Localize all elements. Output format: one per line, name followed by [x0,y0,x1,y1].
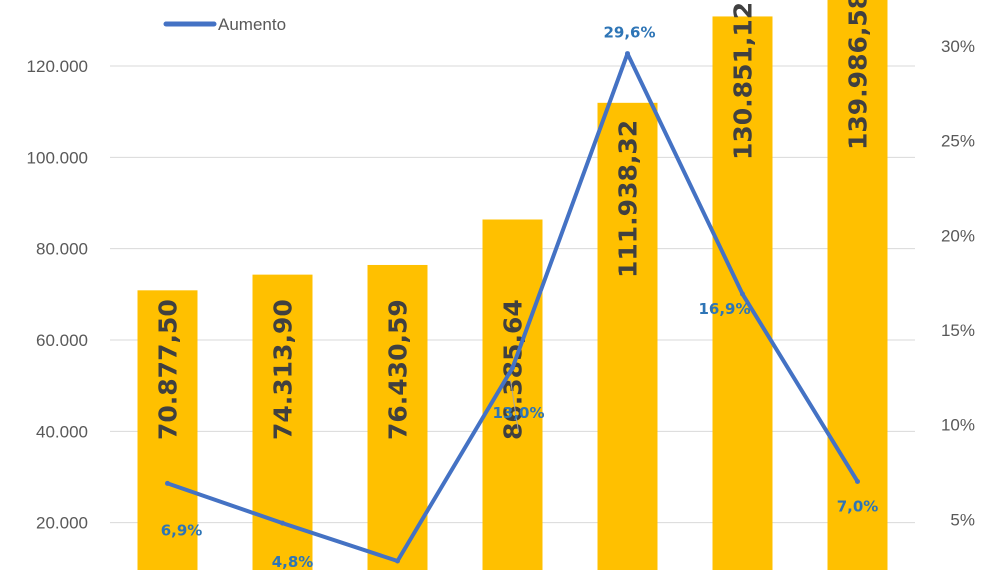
right-tick-label-5: 30% [941,37,975,56]
legend-label-aumento: Aumento [218,15,286,34]
bar-6 [827,0,888,570]
right-tick-label-0: 5% [950,510,975,529]
left-tick-label-3: 80.000 [36,240,88,259]
bar-value-label-0: 70.877,50 [154,299,183,440]
left-tick-label-4: 100.000 [27,148,88,167]
bar-2 [367,264,428,570]
pct-label-3: 13,0% [492,404,544,422]
pct-label-1: 4,8% [272,553,314,570]
legend: Aumento [163,15,286,34]
bar-series: 70.877,5074.313,9076.430,5986.385,64111.… [137,0,888,570]
line-series: 6,9% 4,8% 13,0% 29,6% 16,9% 7,0% [161,24,879,570]
bar-value-label-1: 74.313,90 [269,299,298,440]
right-tick-label-3: 20% [941,226,975,245]
left-tick-label-1: 40.000 [36,422,88,441]
left-tick-label-0: 20.000 [36,514,88,533]
bar-value-label-2: 76.430,59 [384,299,413,440]
line-point-2 [395,558,400,564]
bar-value-label-4: 111.938,32 [614,120,643,278]
bar-value-label-6: 139.986,58 [844,0,873,150]
right-tick-label-2: 15% [941,321,975,340]
leader-line [510,379,519,433]
bar-0 [137,290,198,570]
pct-label-5: 16,9% [698,300,750,318]
pct-label-4: 29,6% [603,24,655,42]
line-point-5 [740,291,745,297]
bar-4 [597,102,658,570]
right-axis: 5% 10% 15% 20% 25% 30% [941,37,975,529]
pct-label-0: 6,9% [161,521,203,539]
bar-value-label-5: 130.851,12 [729,2,758,160]
line-point-1 [280,520,285,526]
pct-label-6: 7,0% [837,497,879,515]
right-tick-label-1: 10% [941,416,975,435]
right-tick-label-4: 25% [941,132,975,151]
line-point-6 [855,478,860,484]
line-point-0 [165,480,170,486]
line-point-4 [625,51,630,57]
line-point-3 [510,365,515,371]
left-tick-label-2: 60.000 [36,331,88,350]
left-tick-label-5: 120.000 [27,57,88,76]
left-axis: 20.000 40.000 60.000 80.000 100.000 120.000 [27,57,88,533]
